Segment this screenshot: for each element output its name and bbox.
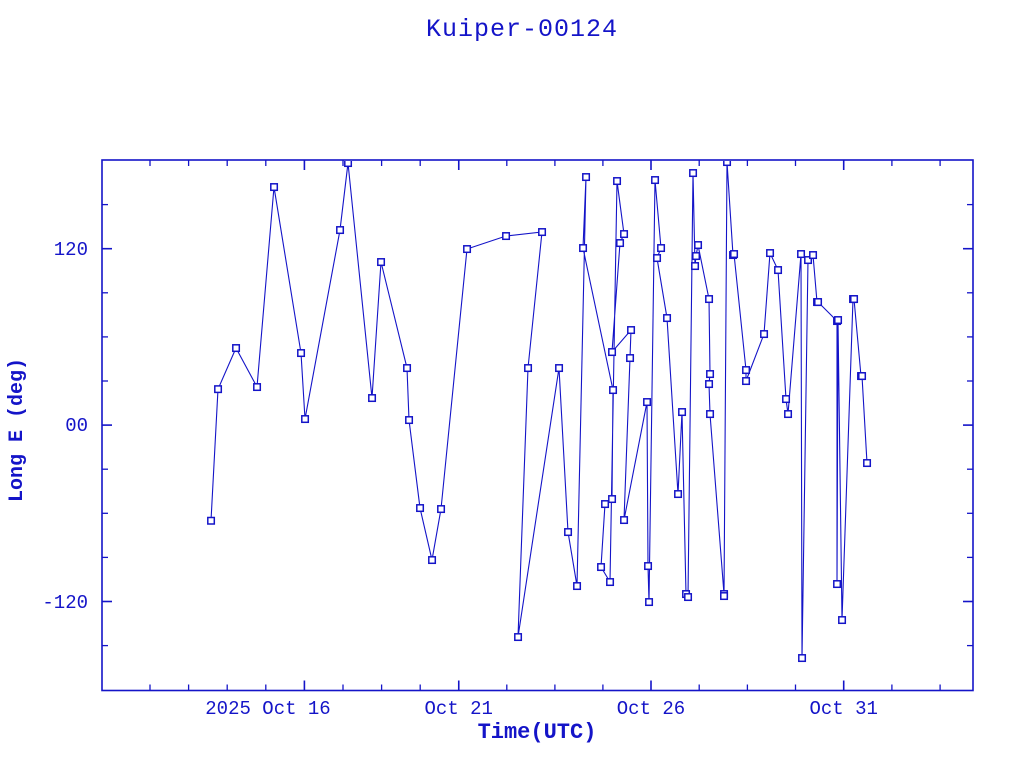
svg-text:Kuiper-00124: Kuiper-00124	[426, 15, 618, 44]
svg-text:120: 120	[54, 239, 88, 261]
svg-text:Oct 31: Oct 31	[809, 698, 877, 720]
svg-text:Oct 21: Oct 21	[425, 698, 493, 720]
svg-text:Time(UTC): Time(UTC)	[478, 720, 597, 745]
svg-text:2025 Oct 16: 2025 Oct 16	[205, 698, 330, 720]
svg-text:-120: -120	[42, 592, 88, 614]
svg-text:Long E (deg): Long E (deg)	[6, 358, 29, 502]
svg-text:Oct 26: Oct 26	[617, 698, 685, 720]
svg-text:00: 00	[65, 415, 88, 437]
